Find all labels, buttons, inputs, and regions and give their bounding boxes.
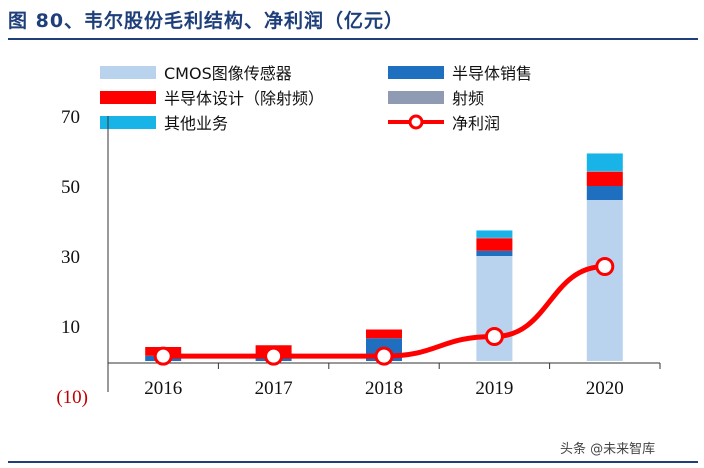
bar-2020-半导体设计（除射频） xyxy=(586,172,623,186)
legend-label: 半导体设计（除射频） xyxy=(164,89,324,108)
bar-2019-半导体设计（除射频） xyxy=(476,238,513,251)
y-tick-label: 30 xyxy=(61,247,80,268)
bar-2020-射频 xyxy=(586,170,623,172)
legend-label: 净利润 xyxy=(452,114,500,133)
legend-swatch xyxy=(100,66,156,79)
x-tick-label: 2016 xyxy=(144,378,182,399)
bar-2020-CMOS图像传感器 xyxy=(586,200,623,361)
watermark: 头条 @未来智库 xyxy=(560,442,656,457)
legend-swatch xyxy=(100,116,156,129)
net-profit-point-2016 xyxy=(153,346,173,366)
bars xyxy=(145,153,623,361)
bar-2019-其他业务 xyxy=(476,230,513,238)
x-tick-labels: 2016 2017 2018 2019 2020 xyxy=(144,378,624,399)
bar-2020-其他业务 xyxy=(586,153,623,171)
x-tick-label: 2020 xyxy=(586,378,624,399)
legend-label: 其他业务 xyxy=(164,114,228,133)
legend-label: CMOS图像传感器 xyxy=(164,64,292,83)
bar-2019-半导体销售 xyxy=(476,250,513,256)
y-tick-label: 70 xyxy=(61,107,80,128)
y-tick-label: 10 xyxy=(61,317,80,338)
legend-label: 半导体销售 xyxy=(452,64,532,83)
legend-label: 射频 xyxy=(452,89,484,108)
chart-title: 图 80、韦尔股份毛利结构、净利润（亿元） xyxy=(8,10,405,32)
legend-swatch xyxy=(388,91,444,104)
bottom-divider xyxy=(8,461,698,463)
bar-2018-半导体设计（除射频） xyxy=(366,329,402,339)
y-tick-label: (10) xyxy=(56,387,88,408)
x-tick-label: 2018 xyxy=(365,378,403,399)
net-profit-point-2020 xyxy=(595,257,615,276)
title-divider xyxy=(8,38,698,40)
legend-swatch-marker xyxy=(408,114,424,130)
bar-2020-半导体销售 xyxy=(586,186,623,200)
x-tick-label: 2017 xyxy=(255,378,293,399)
net-profit-line xyxy=(153,257,615,366)
y-tick-label: 50 xyxy=(61,177,80,198)
net-profit-point-2018 xyxy=(374,346,394,366)
legend-swatch xyxy=(100,91,156,104)
x-tick-label: 2019 xyxy=(475,378,513,399)
bar-2019-射频 xyxy=(476,237,513,239)
axes: 70 50 30 10 (10) xyxy=(56,107,661,408)
legend-swatch xyxy=(388,66,444,79)
net-profit-point-2017 xyxy=(264,346,284,366)
net-profit-point-2019 xyxy=(484,327,504,346)
